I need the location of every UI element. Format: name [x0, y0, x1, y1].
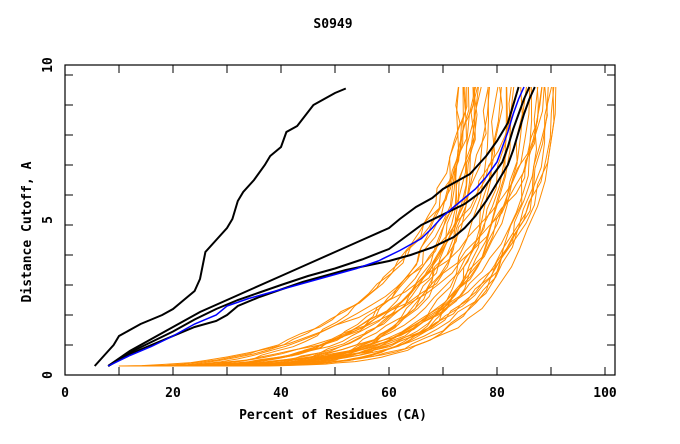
orange-series-group	[118, 86, 557, 367]
series-line-black-4	[107, 86, 531, 367]
orange-series-line	[158, 86, 475, 367]
x-axis-label: Percent of Residues (CA)	[239, 408, 427, 423]
plot-frame	[64, 64, 616, 376]
series-line-black-1	[93, 87, 347, 367]
x-tick-label-0: 0	[61, 386, 69, 401]
orange-series-line	[176, 86, 467, 367]
highlighted-series-group	[93, 86, 536, 367]
orange-series-line	[128, 86, 520, 367]
orange-series-line	[148, 86, 489, 367]
y-tick-label-0: 0	[41, 371, 56, 379]
orange-series-line	[118, 86, 539, 367]
orange-series-line	[161, 86, 539, 367]
x-tick-label-40: 40	[273, 386, 289, 401]
orange-series-line	[167, 86, 552, 367]
y-tick-label-5: 5	[41, 216, 56, 224]
series-line-black-3	[107, 86, 536, 367]
orange-series-line	[192, 86, 508, 367]
series-line-blue	[107, 86, 525, 367]
axis-ticks	[65, 65, 615, 375]
y-axis-label: Distance Cutoff, A	[20, 161, 35, 302]
orange-series-line	[178, 86, 527, 367]
series-line-black-2	[107, 86, 520, 367]
orange-series-line	[170, 86, 512, 367]
orange-series-line	[172, 86, 490, 367]
y-tick-label-10: 10	[41, 57, 56, 73]
chart-title: S0949	[313, 17, 352, 32]
x-tick-label-100: 100	[593, 386, 617, 401]
x-tick-label-20: 20	[165, 386, 181, 401]
orange-series-line	[138, 86, 543, 367]
x-tick-label-80: 80	[489, 386, 505, 401]
x-tick-label-60: 60	[381, 386, 397, 401]
orange-series-line	[178, 86, 470, 367]
